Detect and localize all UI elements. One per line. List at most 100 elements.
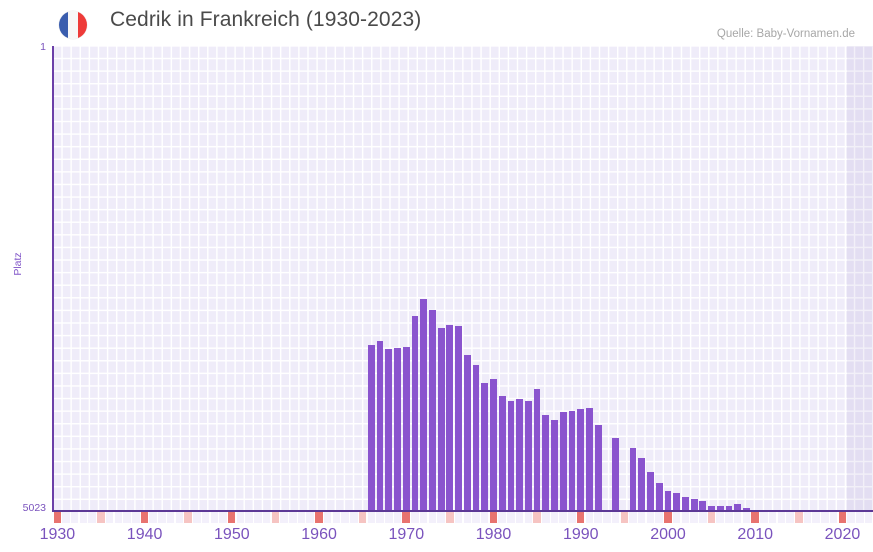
x-axis-tick <box>289 512 297 523</box>
france-flag-icon <box>59 11 87 39</box>
x-axis-tick <box>132 512 140 523</box>
x-axis-tick <box>62 512 70 523</box>
bar <box>629 447 637 511</box>
x-axis-tick <box>437 512 445 523</box>
page-title: Cedrik in Frankreich (1930-2023) <box>110 8 422 31</box>
x-axis-tick <box>350 512 358 523</box>
x-axis-tick <box>725 512 733 523</box>
bar <box>664 491 672 511</box>
x-axis-tick <box>53 512 62 523</box>
bar <box>708 505 715 511</box>
bar <box>594 424 602 511</box>
bar <box>402 347 410 511</box>
x-axis-labels: 1930 1940 1950 1960 1970 1980 1990 2000 2010 2020 <box>40 526 873 548</box>
x-axis-tick <box>733 512 742 523</box>
bar <box>681 496 689 511</box>
forecast-shaded-band <box>846 46 873 511</box>
x-axis-tick <box>803 512 812 523</box>
bar <box>455 325 462 511</box>
bar <box>420 299 428 511</box>
x-axis-tick <box>751 512 759 523</box>
x-axis-tick <box>838 512 847 523</box>
x-axis-tick <box>576 512 585 523</box>
bar <box>507 401 515 511</box>
bar <box>429 310 436 511</box>
x-axis-tick <box>402 512 410 523</box>
bar <box>568 410 576 511</box>
bar <box>577 409 585 511</box>
bar <box>699 500 707 511</box>
x-axis-tick <box>149 512 157 523</box>
x-axis-tick <box>97 512 105 523</box>
x-axis-tick <box>542 512 550 523</box>
x-axis-tick <box>428 512 437 523</box>
y-axis-line <box>52 46 54 512</box>
bar <box>690 498 698 511</box>
x-axis-tick <box>864 512 873 523</box>
x-axis-tick <box>463 512 472 523</box>
x-axis-tick <box>672 512 681 523</box>
bar <box>673 492 681 511</box>
x-axis-tick <box>472 512 480 523</box>
x-axis-tick <box>315 512 323 523</box>
x-axis-tick <box>140 512 149 523</box>
x-axis-tick <box>210 512 219 523</box>
x-axis-tick <box>271 512 280 523</box>
y-axis-tick-top: 1 <box>40 41 46 53</box>
source-attribution: Quelle: Baby-Vornamen.de <box>716 28 855 40</box>
bar <box>498 395 506 511</box>
x-axis-tick <box>480 512 489 523</box>
x-axis-tick <box>175 512 184 523</box>
x-axis-tick <box>367 512 376 523</box>
x-axis-label: 1950 <box>214 526 250 543</box>
x-axis-tick <box>585 512 594 523</box>
x-axis-tick <box>742 512 751 523</box>
x-axis-tick <box>376 512 384 523</box>
x-axis-tick <box>489 512 498 523</box>
bar <box>716 506 724 511</box>
bar <box>394 348 401 511</box>
x-axis-tick <box>323 512 332 523</box>
x-axis-label: 1940 <box>126 526 163 543</box>
bar <box>586 407 593 511</box>
x-axis-tick <box>629 512 637 523</box>
x-axis-line <box>52 510 873 512</box>
x-axis-tick <box>419 512 428 523</box>
x-axis-tick <box>620 512 629 523</box>
bar <box>516 398 524 511</box>
x-axis-tick <box>446 512 454 523</box>
x-axis-tick <box>812 512 820 523</box>
x-axis-tick <box>507 512 515 523</box>
bar <box>437 327 445 511</box>
x-axis-label: 1980 <box>475 526 512 543</box>
x-axis-tick <box>358 512 367 523</box>
x-axis-tick <box>829 512 838 523</box>
x-axis-tick <box>515 512 524 523</box>
x-axis-tick <box>219 512 227 523</box>
x-axis-tick <box>664 512 672 523</box>
x-axis-tick <box>611 512 620 523</box>
x-axis-tick <box>655 512 663 523</box>
x-axis-tick <box>262 512 271 523</box>
bar <box>490 379 497 511</box>
bar <box>655 483 663 511</box>
x-axis-tick <box>856 512 864 523</box>
x-axis-tick <box>794 512 803 523</box>
x-axis-tick <box>559 512 567 523</box>
x-axis-label: 1930 <box>39 526 76 543</box>
x-axis-tick <box>786 512 794 523</box>
x-axis-tick <box>297 512 306 523</box>
x-axis-tick <box>533 512 541 523</box>
x-axis-tick <box>393 512 402 523</box>
x-axis-tick <box>384 512 393 523</box>
x-axis-tick <box>332 512 341 523</box>
chart-header: Cedrik in Frankreich (1930-2023) Quelle:… <box>0 0 873 46</box>
bar <box>743 508 750 511</box>
x-axis-tick <box>123 512 131 523</box>
bar <box>367 345 375 511</box>
x-axis-tick <box>105 512 114 523</box>
x-axis-tick <box>594 512 602 523</box>
x-axis-tick <box>524 512 533 523</box>
x-axis-tick <box>568 512 576 523</box>
x-axis-tick <box>227 512 236 523</box>
